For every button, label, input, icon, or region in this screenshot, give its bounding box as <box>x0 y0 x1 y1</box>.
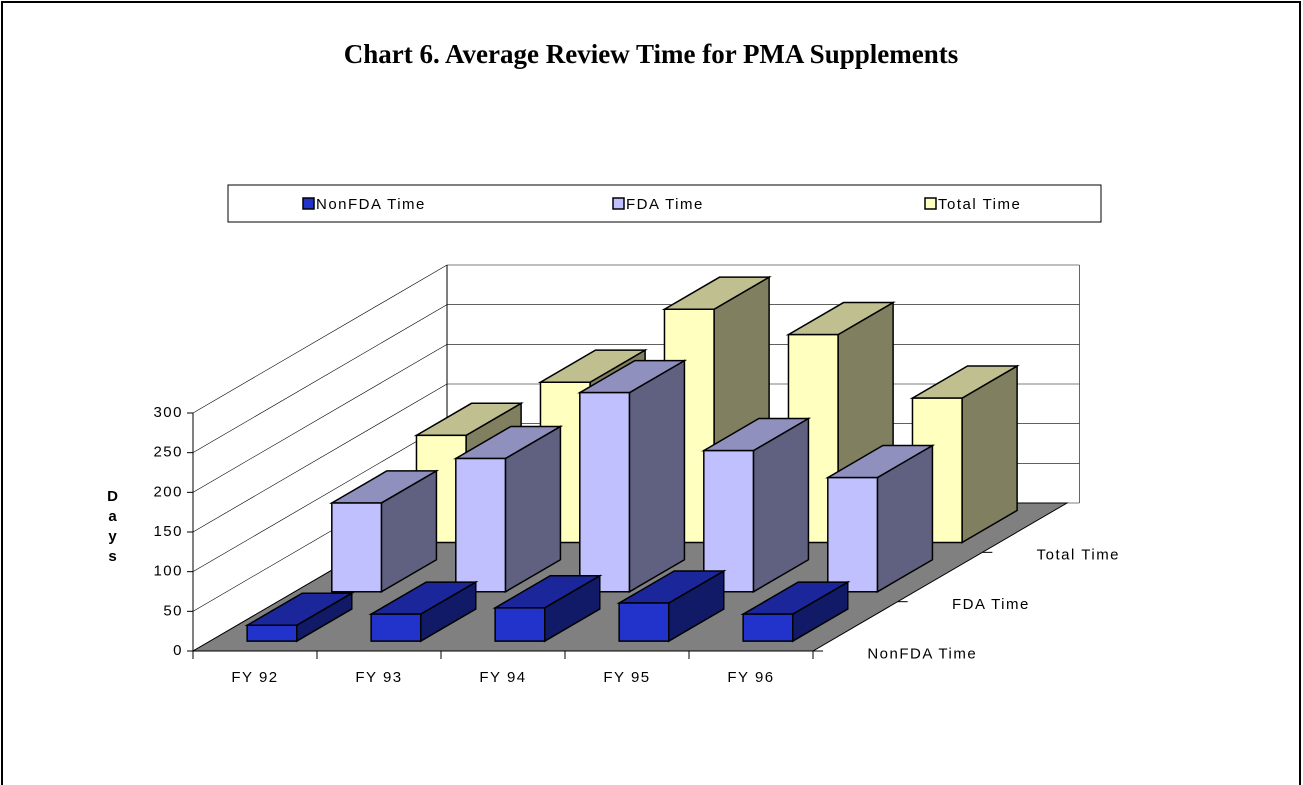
grid-line <box>192 304 448 453</box>
x-tick-label: FY 96 <box>727 669 774 686</box>
x-tick-label: FY 93 <box>355 669 402 686</box>
bar <box>618 602 670 642</box>
bar <box>331 502 383 593</box>
grid-line <box>192 423 448 572</box>
legend-swatch <box>924 197 937 210</box>
y-tick-label: 250 <box>153 444 183 461</box>
legend-swatch <box>302 197 315 210</box>
y-axis-label: Days <box>104 488 121 568</box>
bar <box>827 476 879 593</box>
depth-label: Total Time <box>1037 547 1120 564</box>
legend-swatch <box>612 197 625 210</box>
legend-box <box>227 184 1102 223</box>
bar <box>370 613 422 642</box>
bar <box>246 624 298 642</box>
x-tick-label: FY 95 <box>603 669 650 686</box>
bar <box>742 613 794 642</box>
y-tick-label: 0 <box>173 642 183 659</box>
bar <box>494 607 546 642</box>
depth-label: NonFDA Time <box>867 645 977 662</box>
depth-label: FDA Time <box>952 596 1030 613</box>
legend-label: FDA Time <box>626 196 704 213</box>
y-tick-label: 100 <box>153 563 183 580</box>
bar-side <box>628 359 686 594</box>
bar <box>703 449 755 593</box>
y-tick-label: 300 <box>153 404 183 421</box>
y-tick-label: 50 <box>163 602 183 619</box>
bar <box>455 457 507 593</box>
y-tick-label: 200 <box>153 483 183 500</box>
grid-line <box>192 383 448 533</box>
legend-label: NonFDA Time <box>316 196 426 213</box>
chart-title: Chart 6. Average Review Time for PMA Sup… <box>344 39 958 69</box>
grid-line <box>192 264 448 414</box>
grid-line <box>192 344 448 493</box>
y-tick-label: 150 <box>153 523 183 540</box>
legend-label: Total Time <box>938 196 1021 213</box>
x-tick-label: FY 94 <box>479 669 526 686</box>
bar <box>579 391 631 593</box>
x-tick-label: FY 92 <box>231 669 278 686</box>
